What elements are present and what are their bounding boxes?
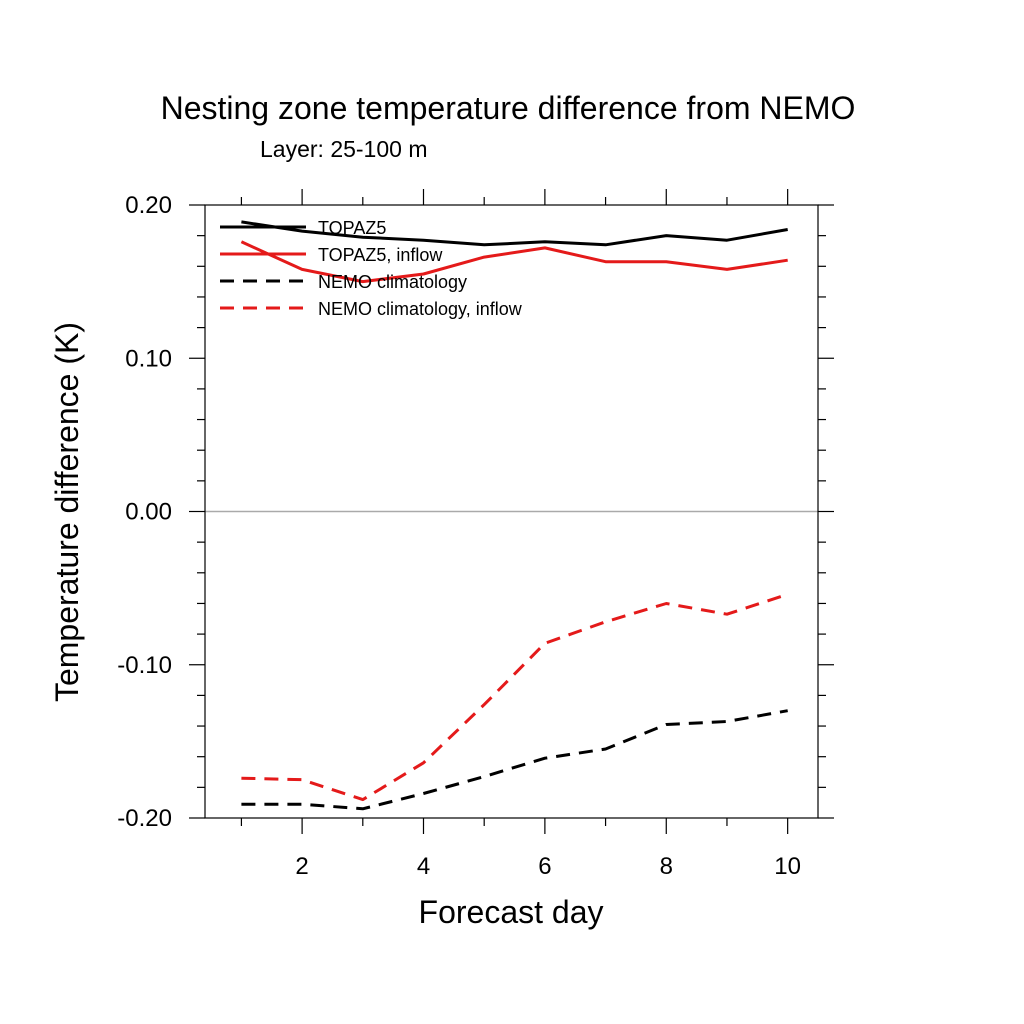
legend-label-3: NEMO climatology bbox=[318, 272, 467, 292]
legend-label-4: NEMO climatology, inflow bbox=[318, 299, 523, 319]
x-tick-label: 10 bbox=[774, 853, 801, 880]
y-axis-label: Temperature difference (K) bbox=[49, 322, 85, 702]
series-line-1 bbox=[241, 220, 788, 247]
x-tick-label: 4 bbox=[417, 853, 430, 880]
series-line-2 bbox=[240, 240, 788, 284]
x-axis-label: Forecast day bbox=[419, 894, 604, 930]
series-layer bbox=[240, 220, 789, 811]
chart-subtitle: Layer: 25-100 m bbox=[260, 136, 428, 162]
y-tick-label: 0.20 bbox=[125, 192, 172, 219]
series-line-3 bbox=[241, 709, 788, 811]
y-tick-label: -0.20 bbox=[117, 805, 172, 832]
y-tick-label: 0.00 bbox=[125, 499, 172, 526]
chart-title: Nesting zone temperature difference from… bbox=[160, 90, 856, 126]
legend-label-1: TOPAZ5 bbox=[318, 218, 386, 238]
y-tick-label: 0.10 bbox=[125, 345, 172, 372]
tick-labels: 2 4 6 8 10 -0.20 -0.10 0.00 0.10 0.20 bbox=[117, 192, 801, 880]
y-tick-label: -0.10 bbox=[117, 652, 172, 679]
x-tick-label: 6 bbox=[538, 853, 551, 880]
x-tick-label: 2 bbox=[295, 853, 308, 880]
series-line-4 bbox=[241, 592, 789, 802]
x-tick-label: 8 bbox=[660, 853, 673, 880]
minor-ticks bbox=[197, 197, 826, 826]
legend: TOPAZ5 TOPAZ5, inflow NEMO climatology NEMO… bbox=[220, 218, 523, 319]
legend-label-2: TOPAZ5, inflow bbox=[318, 245, 443, 265]
major-ticks bbox=[189, 189, 834, 834]
